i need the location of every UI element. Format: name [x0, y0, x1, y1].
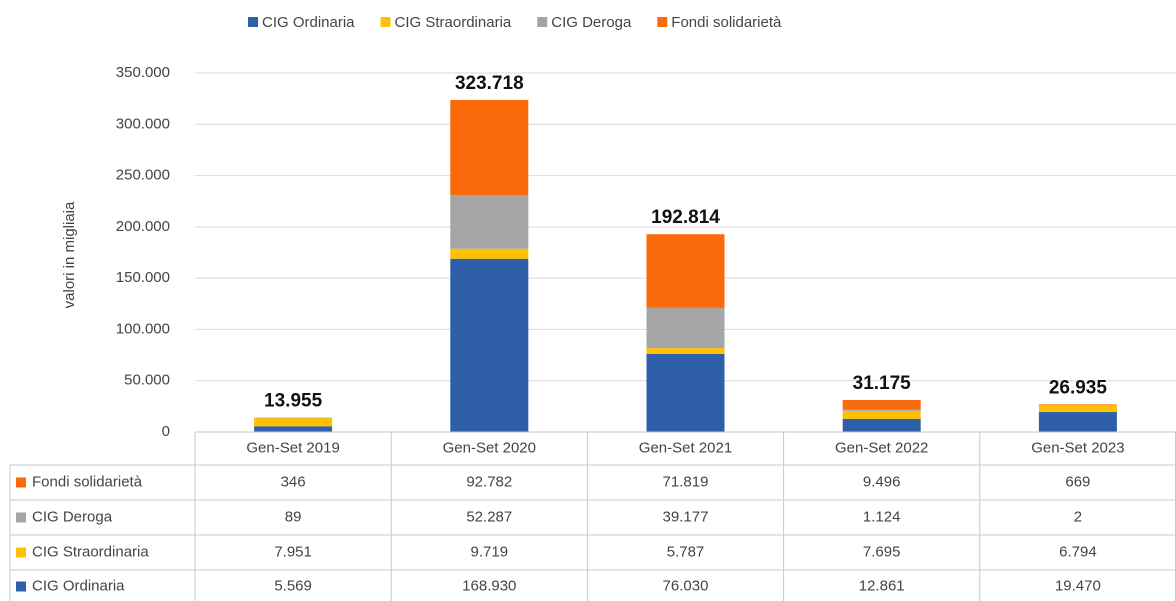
bar-segment — [842, 418, 921, 432]
table-swatch — [16, 547, 26, 558]
table-cell: 9.496 — [863, 473, 901, 490]
bar-segment — [450, 258, 529, 432]
table-cell: 12.861 — [859, 577, 905, 594]
row-label: CIG Straordinaria — [32, 543, 149, 560]
table-cell: 2 — [1074, 508, 1082, 525]
total-label: 323.718 — [455, 73, 524, 94]
x-tick-label: Gen-Set 2023 — [1031, 439, 1124, 456]
table-cell: 7.951 — [274, 543, 312, 560]
x-tick-label: Gen-Set 2020 — [443, 439, 536, 456]
bar-segment — [254, 426, 333, 432]
y-tick-label: 0 — [162, 423, 170, 440]
total-label: 192.814 — [651, 207, 720, 228]
total-label: 13.955 — [264, 391, 323, 412]
bar-segment — [646, 234, 725, 308]
table-cell: 346 — [281, 473, 306, 490]
legend-swatch — [380, 17, 391, 27]
table-cell: 52.287 — [466, 508, 512, 525]
table-cell: 1.124 — [863, 508, 901, 525]
table-cell: 71.819 — [663, 473, 709, 490]
legend-label: Fondi solidarietà — [671, 14, 782, 31]
bar-segment — [450, 248, 529, 259]
legend-label: CIG Deroga — [551, 14, 632, 31]
table-cell: 168.930 — [462, 577, 516, 594]
bar-segment — [1038, 404, 1117, 406]
total-label: 26.935 — [1049, 377, 1108, 398]
legend-label: CIG Straordinaria — [395, 14, 512, 31]
y-tick-label: 150.000 — [116, 269, 170, 286]
table-cell: 5.787 — [667, 543, 705, 560]
y-axis-label: valori in migliaia — [61, 201, 78, 308]
bar-segment — [646, 348, 725, 355]
legend-swatch — [537, 17, 548, 27]
x-tick-label: Gen-Set 2019 — [246, 439, 339, 456]
total-label: 31.175 — [853, 373, 912, 394]
y-tick-label: 50.000 — [124, 372, 170, 389]
legend-label: CIG Ordinaria — [262, 14, 355, 31]
x-tick-label: Gen-Set 2021 — [639, 439, 732, 456]
bar-segment — [842, 400, 921, 410]
row-label: CIG Ordinaria — [32, 577, 125, 594]
table-cell: 5.569 — [274, 577, 312, 594]
table-cell: 89 — [285, 508, 302, 525]
x-tick-label: Gen-Set 2022 — [835, 439, 928, 456]
table-cell: 92.782 — [466, 473, 512, 490]
table-cell: 76.030 — [663, 577, 709, 594]
bar-segment — [646, 354, 725, 432]
row-label: Fondi solidarietà — [32, 473, 143, 490]
bar-segment — [1038, 412, 1117, 432]
bar-segment — [646, 307, 725, 349]
table-cell: 7.695 — [863, 543, 901, 560]
table-swatch — [16, 581, 26, 592]
bar-segment — [1038, 405, 1117, 413]
y-tick-label: 300.000 — [116, 115, 170, 132]
y-tick-label: 350.000 — [116, 64, 170, 81]
legend-swatch — [657, 17, 668, 27]
bar-segment — [254, 418, 333, 427]
y-tick-label: 100.000 — [116, 320, 170, 337]
table-cell: 6.794 — [1059, 543, 1097, 560]
y-tick-label: 250.000 — [116, 167, 170, 184]
bar-segment — [450, 195, 529, 249]
table-cell: 669 — [1065, 473, 1090, 490]
legend-swatch — [248, 17, 258, 27]
table-swatch — [16, 477, 26, 488]
table-swatch — [16, 512, 26, 523]
bar-segment — [842, 410, 921, 419]
table-cell: 19.470 — [1055, 577, 1101, 594]
y-tick-label: 200.000 — [116, 218, 170, 235]
bar-segment — [842, 409, 921, 411]
table-cell: 39.177 — [663, 508, 709, 525]
bar-segment — [450, 99, 529, 196]
table-cell: 9.719 — [471, 543, 509, 560]
row-label: CIG Deroga — [32, 508, 113, 525]
